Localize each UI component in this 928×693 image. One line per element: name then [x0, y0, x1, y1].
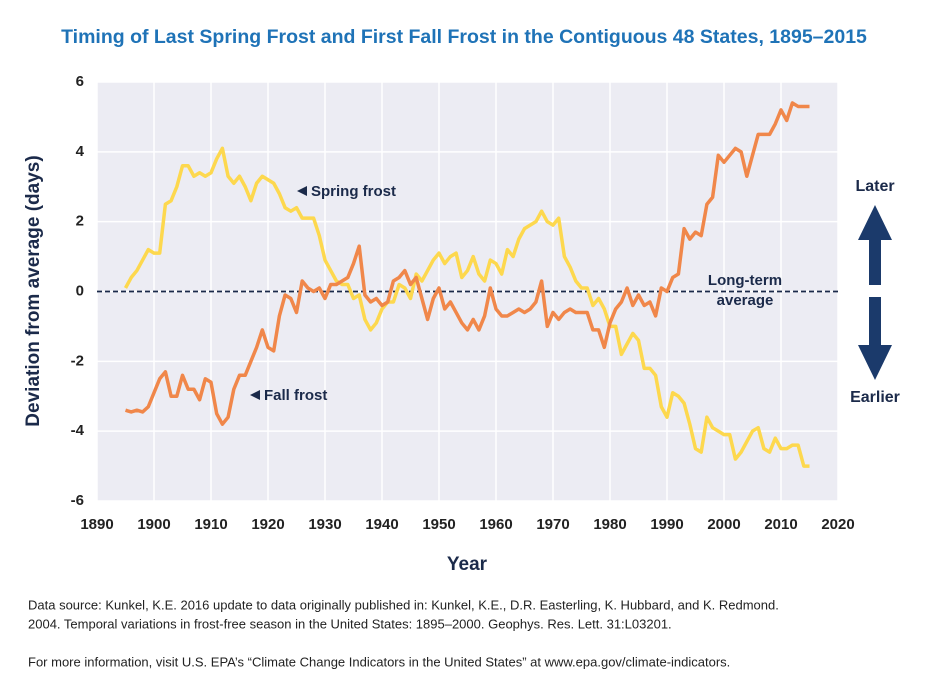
- x-tick-label: 2010: [764, 516, 797, 533]
- x-tick-label: 2000: [707, 516, 740, 533]
- y-tick-label: 4: [76, 143, 85, 160]
- series-annotation: Fall frost: [264, 387, 327, 404]
- y-tick-label: -4: [71, 422, 85, 439]
- marks: [97, 101, 838, 468]
- x-tick-label: 1910: [194, 516, 227, 533]
- direction-label: Earlier: [850, 389, 900, 406]
- reference-label: average: [717, 292, 774, 309]
- x-tick-label: 1900: [137, 516, 170, 533]
- source-note: Data source: Kunkel, K.E. 2016 update to…: [28, 597, 779, 612]
- pointer: [297, 186, 307, 196]
- reference-label: Long-term: [708, 272, 782, 289]
- x-tick-label: 1970: [536, 516, 569, 533]
- x-tick-label: 1990: [650, 516, 683, 533]
- x-tick-label: 1890: [80, 516, 113, 533]
- source-note: For more information, visit U.S. EPA’s “…: [28, 654, 730, 669]
- x-tick-label: 1930: [308, 516, 341, 533]
- y-tick-label: -2: [71, 352, 84, 369]
- x-tick-label: 1950: [422, 516, 455, 533]
- arrow-down: [858, 297, 892, 380]
- x-tick-label: 1960: [479, 516, 512, 533]
- x-axis-label: Year: [447, 554, 488, 575]
- x-tick-label: 1980: [593, 516, 626, 533]
- series-annotation: Spring frost: [311, 183, 396, 200]
- series-line: [123, 146, 810, 468]
- source-note: 2004. Temporal variations in frost-free …: [28, 616, 672, 631]
- direction-label: Later: [855, 178, 894, 195]
- y-tick-label: 6: [76, 73, 84, 90]
- y-tick-label: 2: [76, 213, 84, 230]
- x-tick-label: 2020: [821, 516, 854, 533]
- x-tick-label: 1920: [251, 516, 284, 533]
- pointer: [250, 390, 260, 400]
- y-tick-label: -6: [71, 492, 84, 509]
- chart-title: Timing of Last Spring Frost and First Fa…: [61, 26, 867, 48]
- x-tick-label: 1940: [365, 516, 398, 533]
- y-tick-label: 0: [76, 282, 84, 299]
- arrow-up: [858, 205, 892, 285]
- y-axis-label: Deviation from average (days): [23, 155, 44, 426]
- series-line: [124, 101, 810, 426]
